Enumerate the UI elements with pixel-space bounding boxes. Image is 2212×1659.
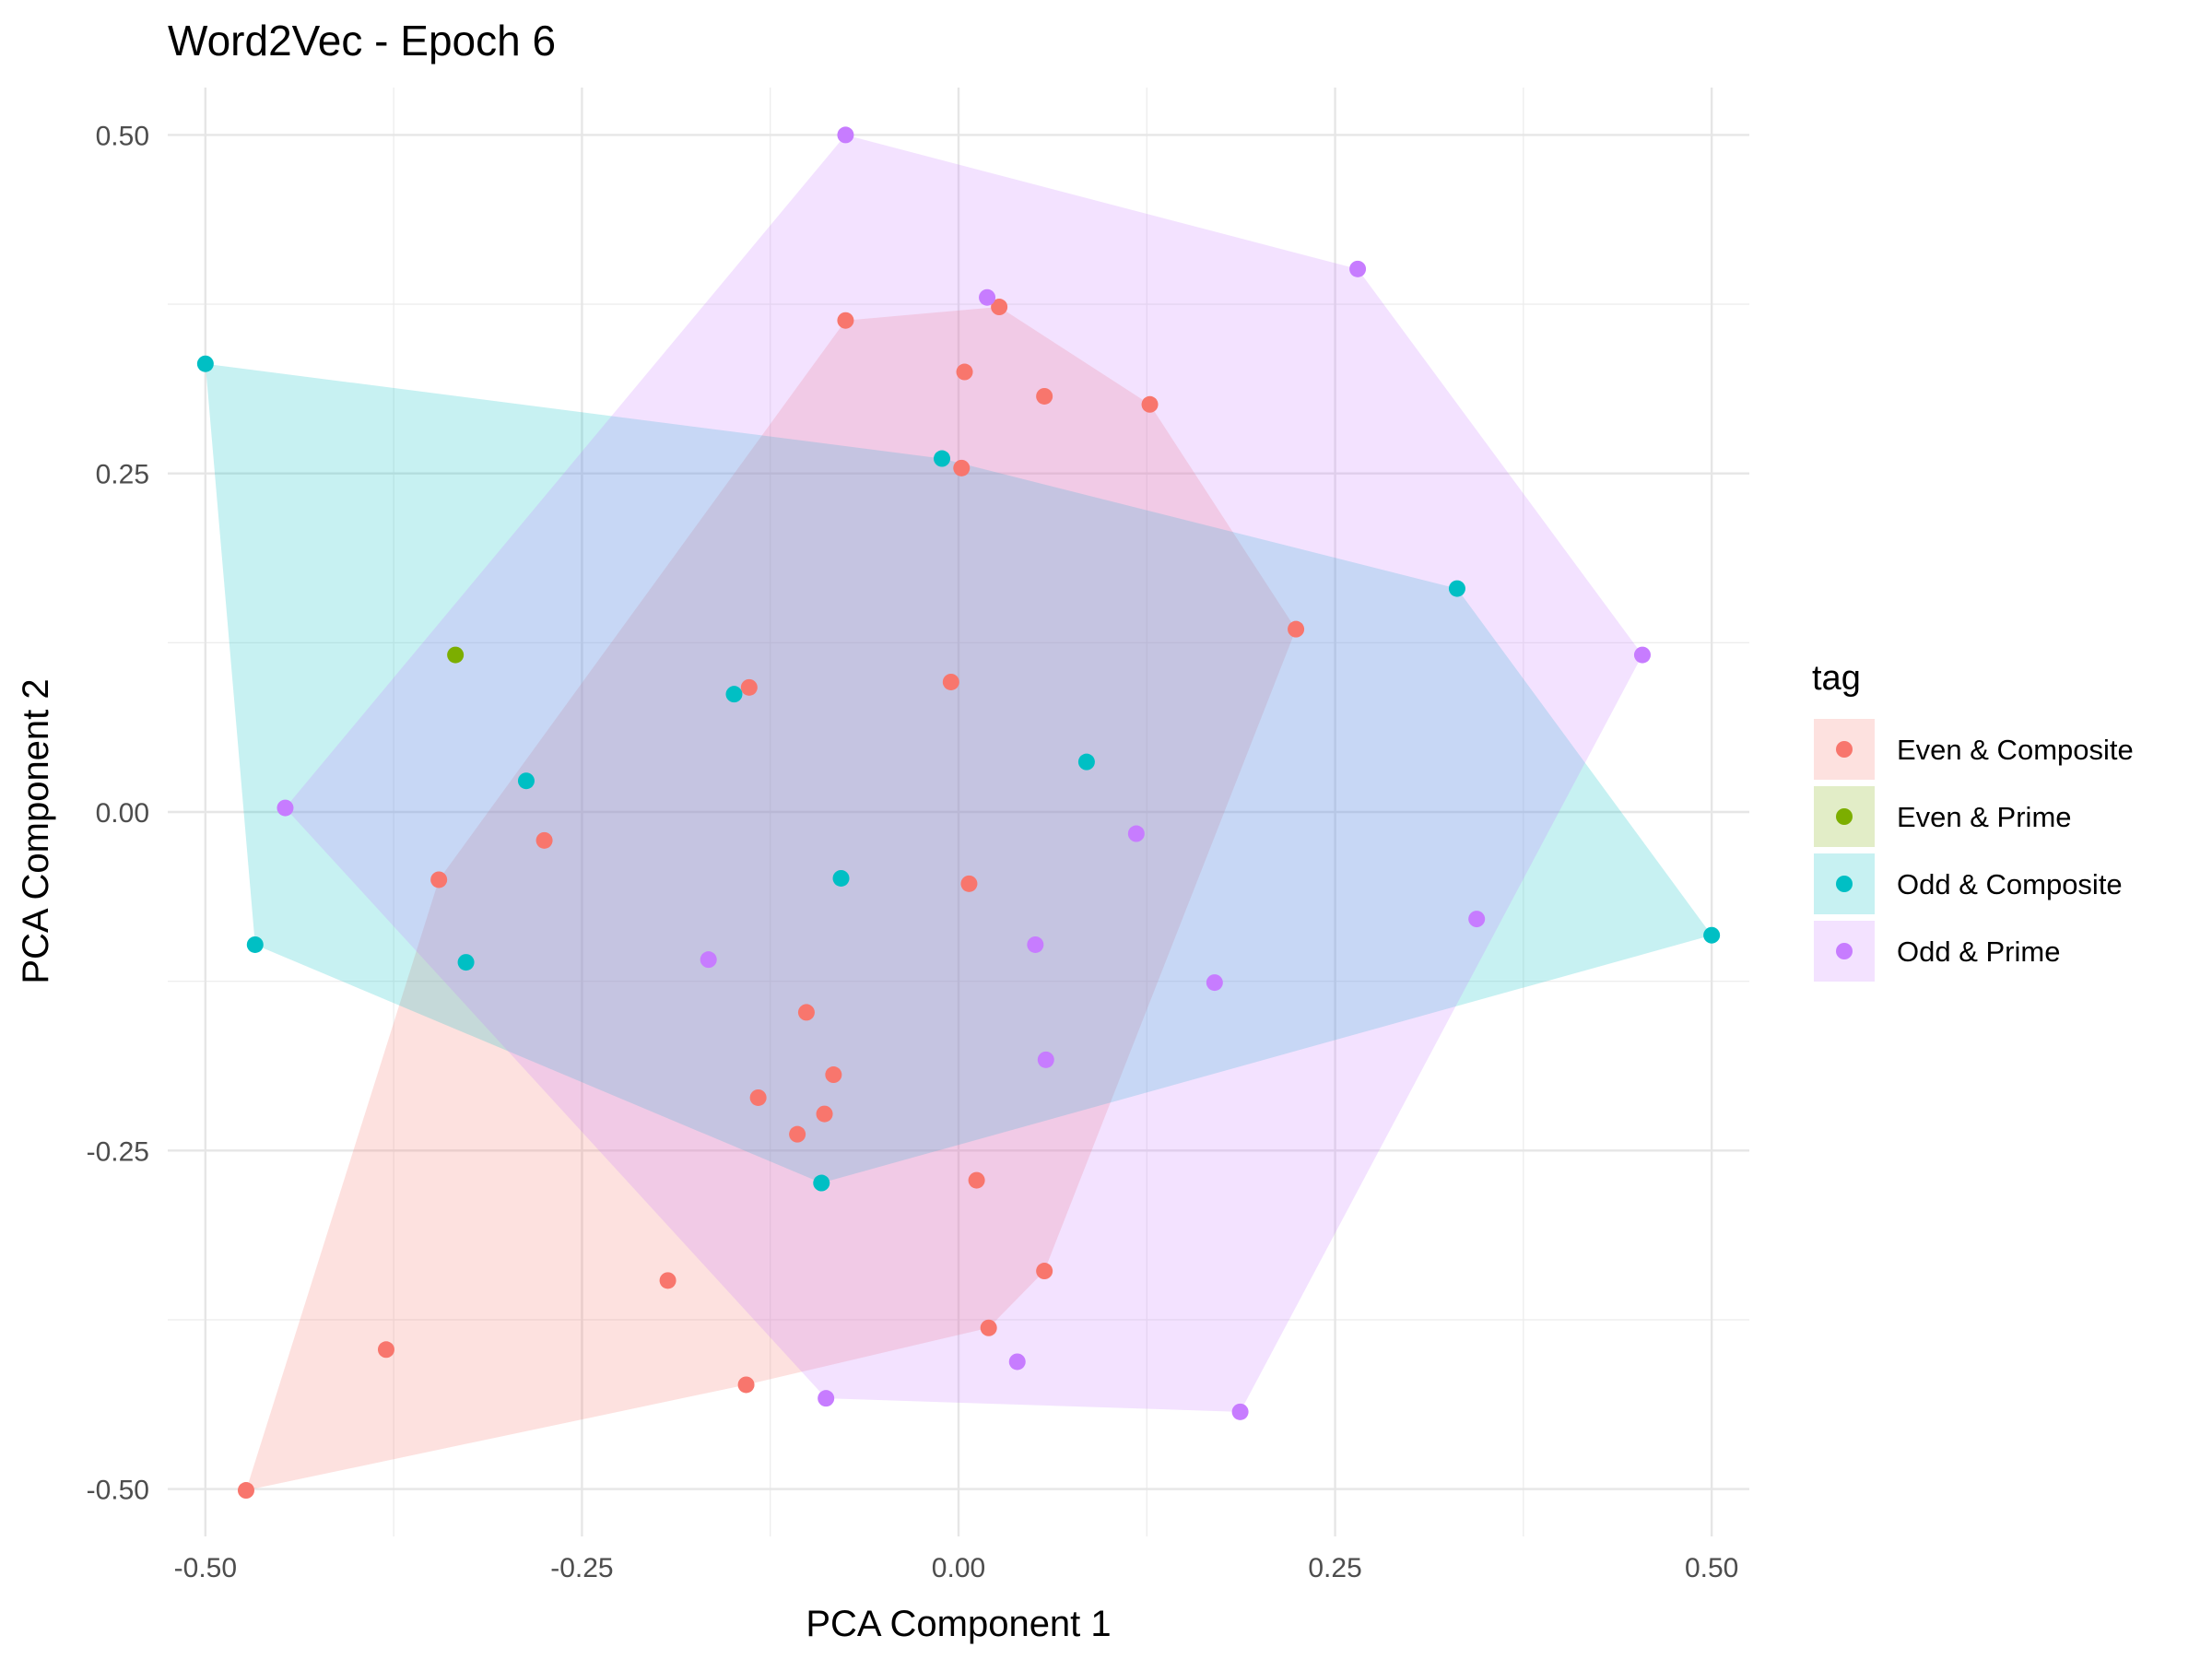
- point-odd-prime: [1633, 646, 1651, 664]
- point-even-composite: [1036, 387, 1053, 405]
- point-even-composite: [1141, 395, 1159, 413]
- x-tick-label: -0.25: [550, 1553, 613, 1583]
- point-even-composite: [430, 871, 448, 888]
- legend-label-odd-composite: Odd & Composite: [1897, 868, 2123, 900]
- x-tick-labels: -0.50 -0.25 0.00 0.25 0.50: [174, 1553, 1739, 1583]
- legend-label-even-prime: Even & Prime: [1897, 801, 2072, 833]
- point-even-composite: [535, 831, 553, 849]
- hull-odd-composite: [205, 363, 1712, 1183]
- legend: tag Even & Composite Even & Prime Odd & Co…: [1812, 659, 2134, 982]
- point-even-composite: [960, 875, 978, 892]
- y-tick-label: 0.50: [96, 121, 149, 151]
- point-even-composite: [968, 1171, 985, 1189]
- point-even-composite: [797, 1004, 815, 1021]
- y-tick-label: -0.25: [87, 1136, 149, 1167]
- point-odd-composite: [1077, 753, 1095, 771]
- x-tick-label: 0.50: [1685, 1553, 1738, 1583]
- point-odd-prime: [276, 799, 294, 817]
- y-tick-label: 0.25: [96, 460, 149, 490]
- point-even-composite: [789, 1125, 806, 1143]
- point-odd-composite: [832, 869, 850, 887]
- point-even-composite: [659, 1272, 677, 1289]
- point-odd-prime: [1349, 260, 1367, 277]
- point-odd-prime: [1231, 1403, 1249, 1420]
- point-odd-prime: [1037, 1051, 1054, 1068]
- point-odd-composite: [1703, 926, 1721, 944]
- point-even-composite: [749, 1088, 767, 1106]
- chart-title: Word2Vec - Epoch 6: [168, 17, 556, 65]
- point-even-composite: [942, 673, 959, 690]
- point-even-prime: [447, 646, 465, 664]
- point-even-composite: [377, 1341, 394, 1359]
- point-odd-prime: [837, 126, 854, 144]
- point-even-composite: [956, 363, 973, 381]
- point-even-composite: [825, 1066, 842, 1084]
- point-odd-prime: [1127, 825, 1145, 842]
- data-points: [196, 126, 1721, 1500]
- legend-label-even-composite: Even & Composite: [1897, 734, 2134, 766]
- point-even-composite: [1036, 1263, 1053, 1280]
- point-odd-composite: [934, 450, 951, 467]
- point-odd-prime: [1206, 974, 1223, 992]
- point-even-composite: [837, 312, 854, 329]
- point-odd-prime: [1468, 911, 1486, 928]
- point-even-composite: [1288, 620, 1305, 638]
- legend-marker-odd-prime: [1836, 943, 1853, 959]
- point-even-composite: [737, 1376, 755, 1394]
- x-tick-label: 0.25: [1308, 1553, 1361, 1583]
- y-tick-label: -0.50: [87, 1476, 149, 1506]
- point-odd-composite: [246, 935, 264, 953]
- point-even-composite: [237, 1482, 254, 1500]
- point-odd-composite: [196, 355, 214, 372]
- point-even-composite: [980, 1319, 997, 1336]
- point-odd-prime: [818, 1390, 835, 1407]
- point-odd-composite: [457, 954, 475, 971]
- point-even-composite: [740, 678, 758, 696]
- major-gridlines: [168, 88, 1749, 1536]
- y-tick-labels: -0.50 -0.25 0.00 0.25 0.50: [87, 121, 149, 1505]
- legend-title: tag: [1812, 659, 1861, 698]
- legend-marker-even-prime: [1836, 808, 1853, 825]
- x-tick-label: 0.00: [932, 1553, 985, 1583]
- y-tick-label: 0.00: [96, 798, 149, 829]
- x-axis-title: PCA Component 1: [806, 1604, 1111, 1644]
- hull-even-composite: [245, 307, 1297, 1491]
- hull-odd-prime: [285, 135, 1642, 1412]
- point-even-composite: [816, 1105, 833, 1123]
- legend-marker-odd-composite: [1836, 876, 1853, 892]
- point-odd-prime: [979, 288, 996, 306]
- point-odd-composite: [1448, 580, 1465, 597]
- legend-label-odd-prime: Odd & Prime: [1897, 935, 2060, 968]
- point-odd-prime: [1027, 935, 1044, 953]
- point-even-composite: [991, 299, 1008, 316]
- legend-marker-even-composite: [1836, 741, 1853, 758]
- point-odd-composite: [813, 1174, 830, 1192]
- point-odd-composite: [725, 686, 743, 703]
- point-odd-composite: [517, 772, 535, 790]
- point-odd-prime: [1008, 1353, 1026, 1371]
- x-tick-label: -0.50: [174, 1553, 237, 1583]
- y-axis-title: PCA Component 2: [16, 678, 56, 983]
- point-even-composite: [953, 459, 971, 477]
- group-hulls: [205, 135, 1712, 1491]
- point-odd-prime: [700, 951, 717, 969]
